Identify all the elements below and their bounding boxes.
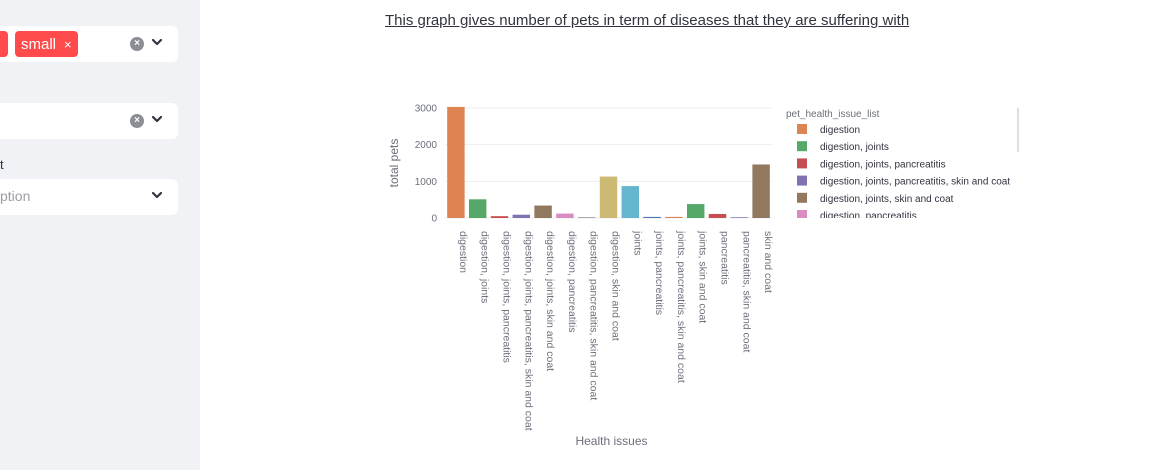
- y-tick-label: 1000: [415, 177, 438, 188]
- x-tick-label: digestion, joints, pancreatitis, skin an…: [522, 231, 534, 431]
- chevron-down-icon[interactable]: [150, 111, 164, 127]
- bar: [665, 216, 683, 218]
- y-tick-label: 2000: [415, 140, 438, 151]
- x-tick-label: skin and coat: [762, 231, 774, 293]
- bar: [512, 214, 531, 218]
- x-tick-label: pancreatitis: [719, 231, 731, 285]
- chart-caption: This graph gives number of pets in term …: [385, 12, 910, 29]
- bar: [621, 186, 640, 218]
- option-select[interactable]: ption: [0, 179, 178, 215]
- select-label: t: [0, 157, 4, 172]
- x-tick-label: digestion, joints: [479, 231, 491, 303]
- legend-swatch[interactable]: [797, 158, 807, 169]
- filter-select[interactable]: ×: [0, 103, 178, 139]
- bar: [556, 213, 574, 218]
- bar: [490, 216, 509, 218]
- main-content: This graph gives number of pets in term …: [200, 0, 1160, 470]
- clear-icon[interactable]: ×: [130, 37, 144, 51]
- legend[interactable]: digestion digestion, joints digestion, joi…: [797, 124, 1010, 222]
- legend-label[interactable]: digestion, joints: [820, 142, 889, 153]
- clear-icon[interactable]: ×: [130, 114, 144, 128]
- x-axis-label: Health issues: [575, 434, 647, 448]
- bar: [643, 216, 661, 218]
- x-tick-label: digestion, skin and coat: [610, 231, 622, 341]
- chevron-down-icon[interactable]: [150, 34, 164, 50]
- bar: [534, 205, 552, 218]
- legend-swatch[interactable]: [797, 175, 807, 186]
- legend-swatch[interactable]: [797, 141, 807, 152]
- legend-label[interactable]: digestion, pancreatitis: [820, 211, 917, 222]
- x-tick-label: joints: [631, 230, 643, 256]
- x-tick-label: digestion, pancreatitis: [566, 231, 578, 333]
- tag-label: small: [21, 35, 57, 53]
- legend-swatch[interactable]: [797, 210, 807, 220]
- legend-title: pet_health_issue_list: [786, 109, 880, 120]
- x-tick-label: digestion, pancreatitis, skin and coat: [588, 231, 600, 400]
- bar: [708, 213, 727, 218]
- select-placeholder: ption: [0, 188, 31, 204]
- legend-label[interactable]: digestion, joints, skin and coat: [820, 194, 954, 205]
- sidebar: small × × × t ption: [0, 0, 200, 470]
- x-tick-label: joints, pancreatitis: [653, 230, 665, 315]
- bar: [447, 106, 465, 218]
- bar: [468, 199, 487, 218]
- legend-label[interactable]: digestion, joints, pancreatitis, skin an…: [820, 177, 1010, 188]
- size-multiselect[interactable]: small × ×: [0, 26, 178, 62]
- bar: [577, 217, 596, 218]
- x-tick-label: digestion, joints, pancreatitis: [501, 231, 513, 363]
- legend-label[interactable]: digestion: [820, 125, 860, 136]
- x-tick-label: joints, skin and coat: [697, 230, 709, 323]
- legend-swatch[interactable]: [797, 192, 807, 203]
- y-tick-label: 0: [431, 214, 437, 225]
- legend-swatch[interactable]: [797, 124, 807, 134]
- tag-remove-icon[interactable]: ×: [64, 36, 72, 52]
- bar: [752, 164, 770, 218]
- bar: [730, 217, 749, 218]
- y-tick-label: 3000: [415, 104, 438, 115]
- selected-tag-partial[interactable]: [0, 31, 8, 57]
- x-tick-label: joints, pancreatitis, skin and coat: [675, 230, 687, 383]
- x-tick-label: digestion, joints, skin and coat: [544, 231, 556, 371]
- y-axis-label: total pets: [387, 139, 401, 188]
- legend-label[interactable]: digestion, joints, pancreatitis: [820, 159, 946, 170]
- selected-tag-small[interactable]: small ×: [15, 31, 78, 57]
- chevron-down-icon[interactable]: [150, 187, 164, 203]
- x-tick-label: pancreatitis, skin and coat: [740, 231, 752, 352]
- x-tick-label: digestion: [457, 231, 469, 273]
- bar: [686, 204, 705, 218]
- bar: [599, 176, 618, 218]
